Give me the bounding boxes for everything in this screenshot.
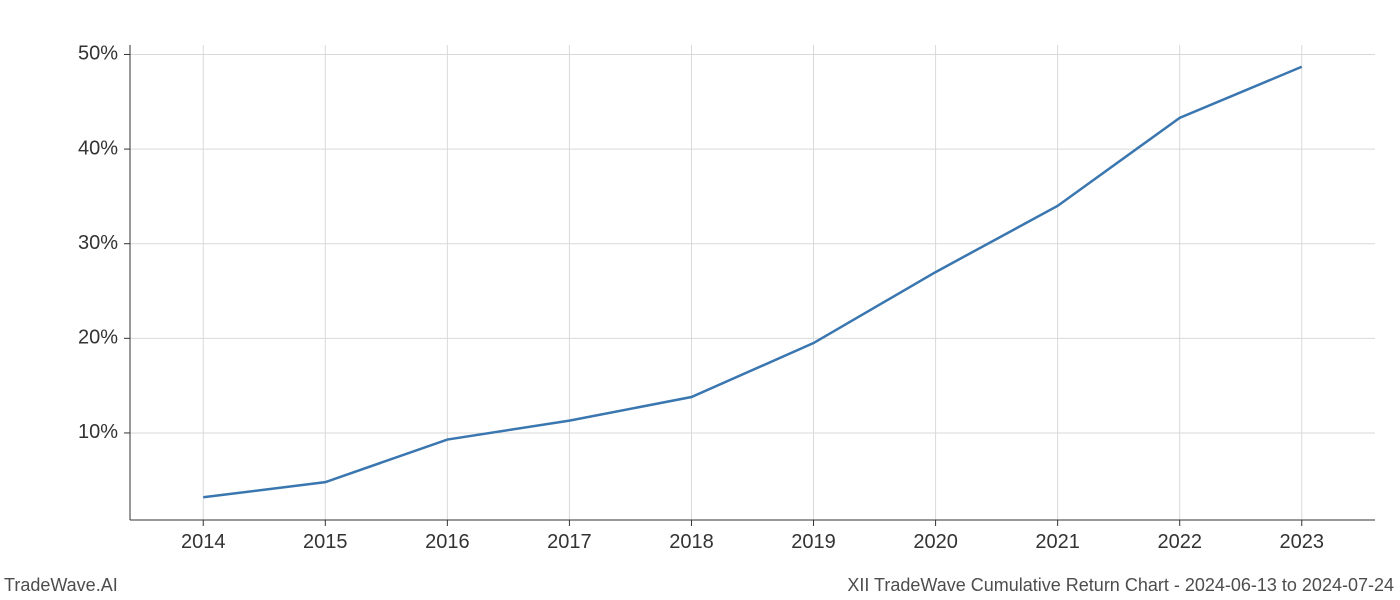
x-tick-label: 2020 [913, 531, 958, 553]
x-tick-label: 2022 [1157, 531, 1202, 553]
x-tick-label: 2023 [1280, 531, 1325, 553]
x-tick-label: 2015 [303, 531, 348, 553]
y-tick-label: 20% [78, 327, 118, 349]
footer-right-label: XII TradeWave Cumulative Return Chart - … [847, 575, 1394, 596]
chart-container: 10% 20% 30% 40% 50% 2014 2015 2016 2017 2018 2019 2… [0, 0, 1400, 600]
x-tick-label: 2021 [1035, 531, 1080, 553]
x-tick-label: 2014 [181, 531, 226, 553]
x-tick-label: 2019 [791, 531, 836, 553]
x-tick-label: 2017 [547, 531, 592, 553]
x-tick-label: 2016 [425, 531, 470, 553]
line-chart: 10% 20% 30% 40% 50% 2014 2015 2016 2017 2018 2019 2… [0, 0, 1400, 600]
y-tick-label: 30% [78, 232, 118, 254]
y-tick-label: 40% [78, 137, 118, 159]
y-tick-label: 50% [78, 43, 118, 65]
x-tick-label: 2018 [669, 531, 714, 553]
footer-left-label: TradeWave.AI [4, 575, 118, 596]
y-tick-label: 10% [78, 421, 118, 443]
